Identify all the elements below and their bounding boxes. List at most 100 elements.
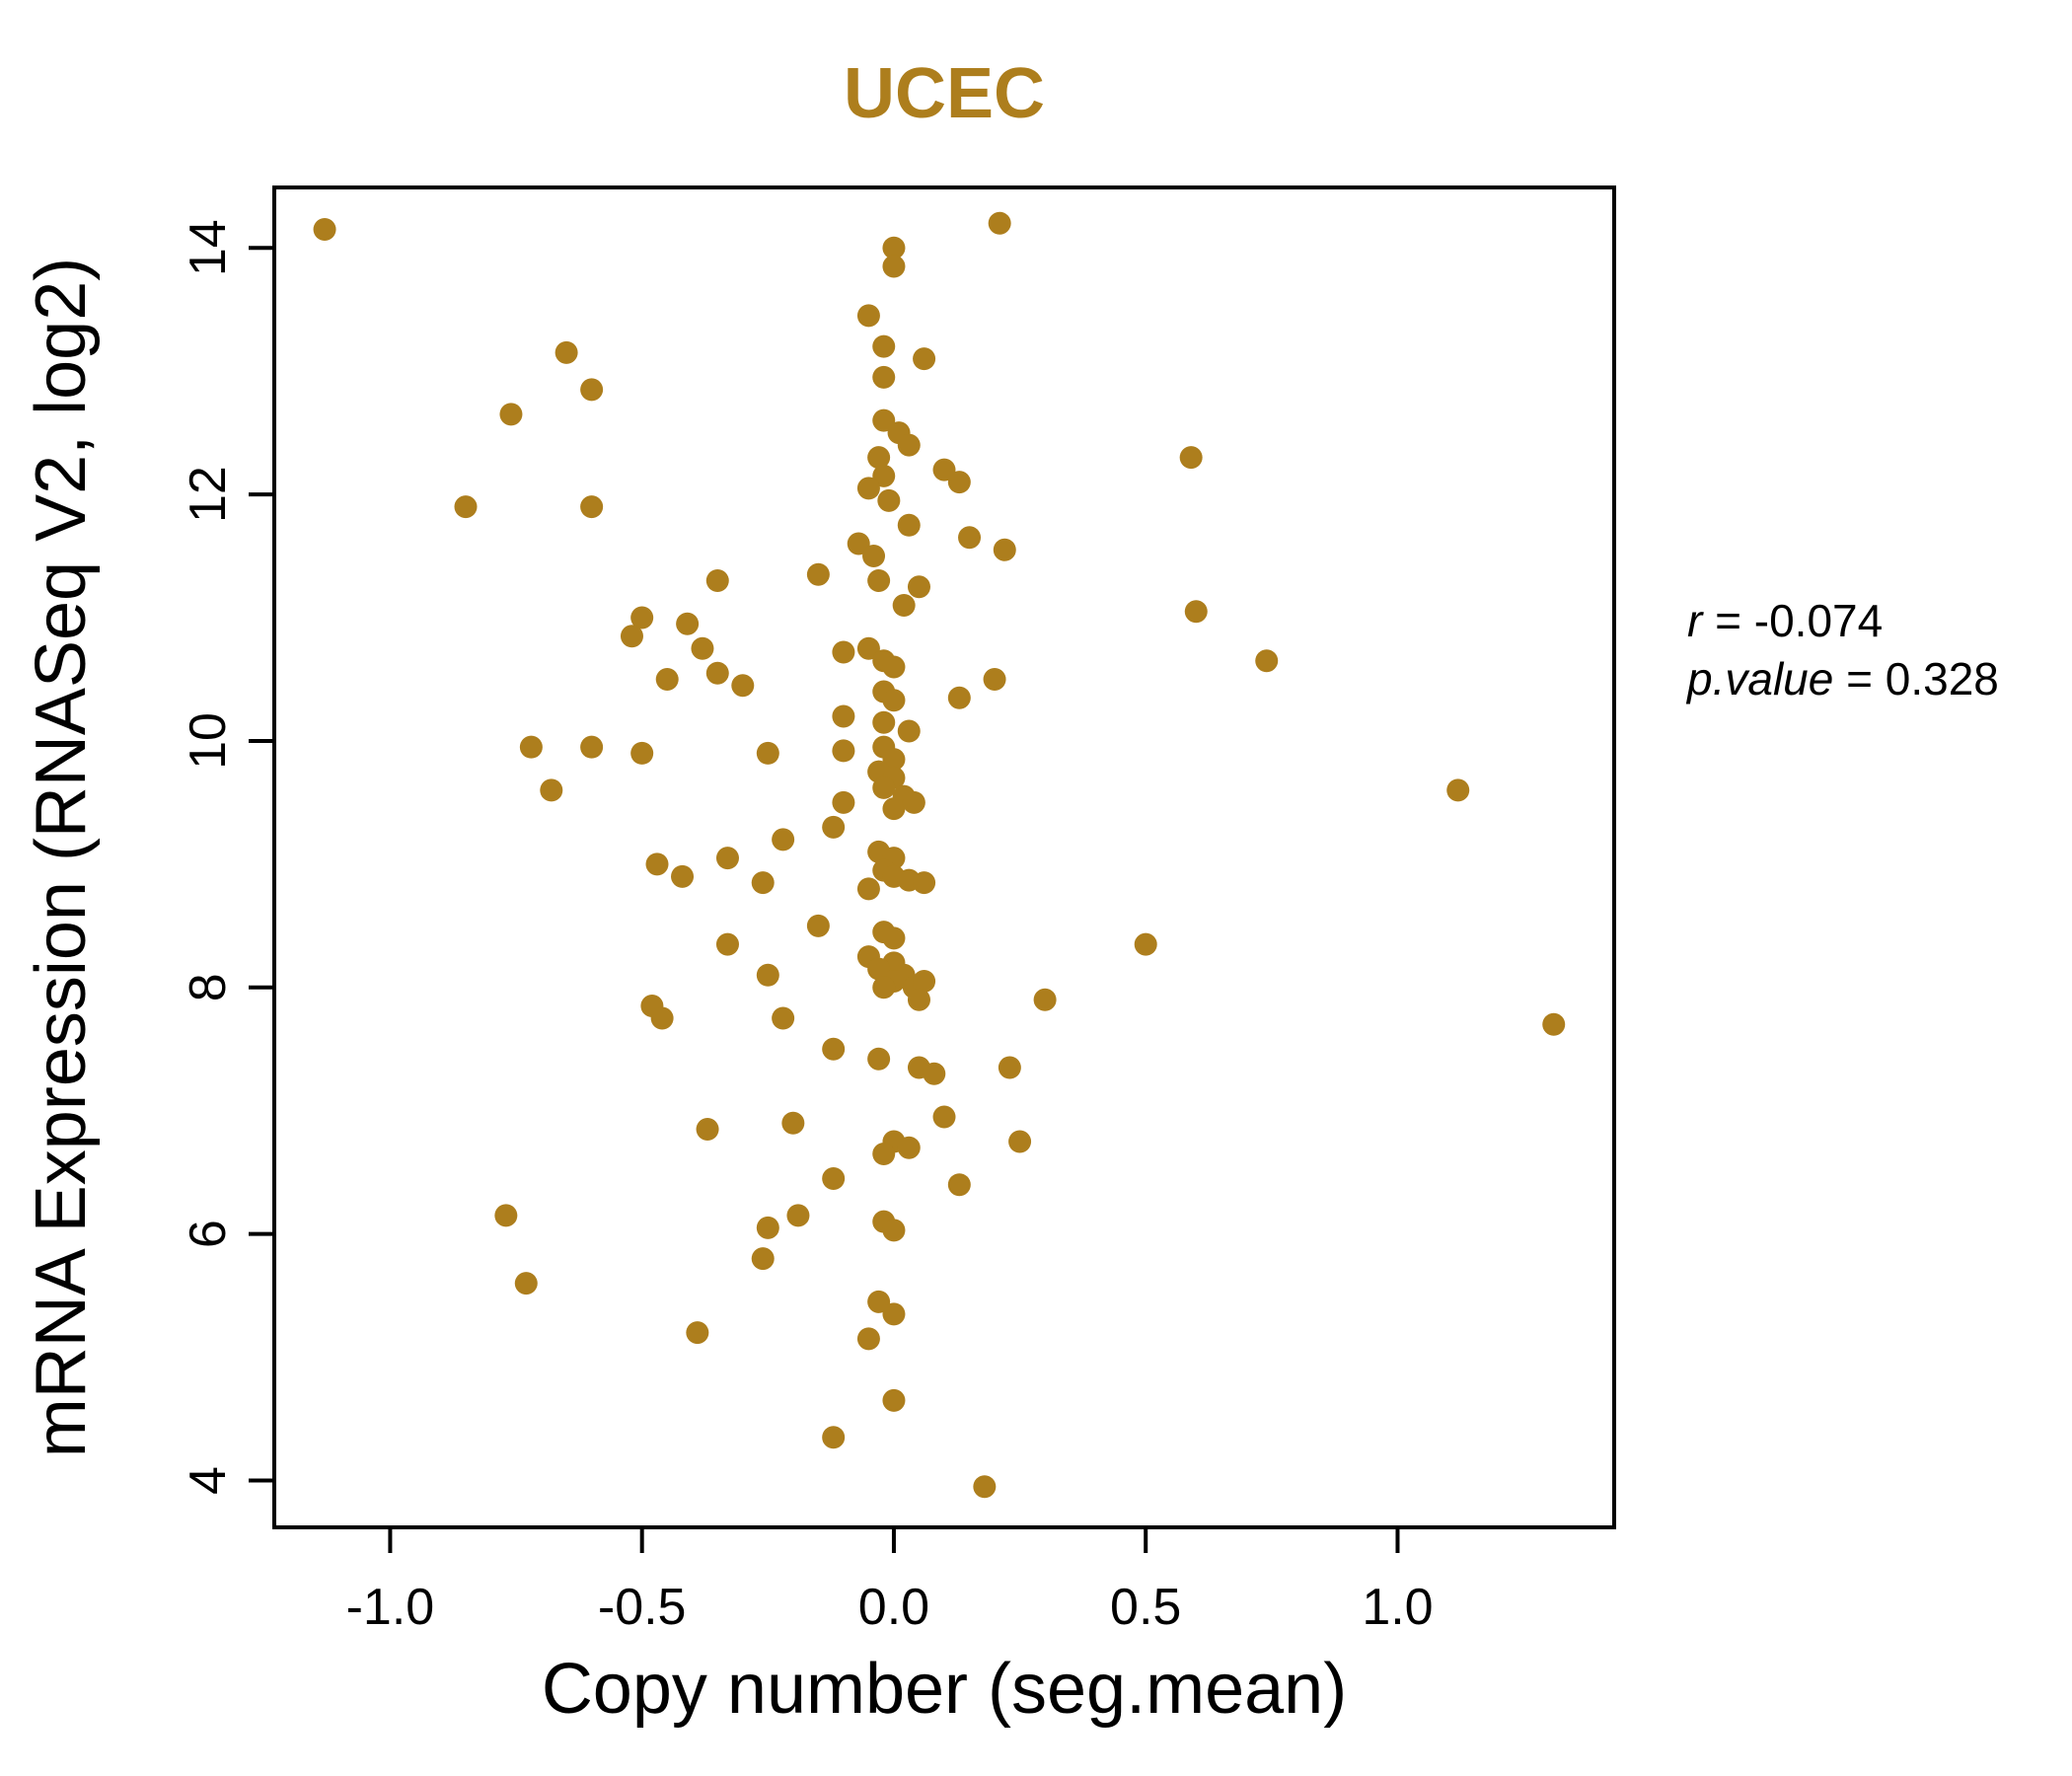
p-equals: =: [1833, 652, 1886, 704]
scatter-point: [913, 970, 936, 994]
r-symbol: r: [1687, 595, 1703, 646]
r-equals: =: [1702, 595, 1754, 646]
scatter-point: [514, 1272, 538, 1295]
y-tick-label: 10: [180, 712, 237, 770]
scatter-point: [897, 719, 921, 743]
scatter-point: [786, 1204, 810, 1227]
scatter-point: [806, 914, 830, 937]
scatter-point: [756, 1216, 779, 1239]
scatter-point: [691, 636, 714, 660]
plot-border: [272, 185, 1616, 1529]
scatter-point: [867, 446, 891, 470]
x-tick-label: 0.5: [1110, 1579, 1181, 1636]
scatter-point: [983, 667, 1006, 691]
x-tick-label: -0.5: [598, 1579, 687, 1636]
scatter-point: [872, 976, 896, 999]
scatter-point: [988, 211, 1011, 235]
scatter-point: [913, 871, 936, 895]
scatter-point: [630, 606, 654, 629]
scatter-point: [902, 790, 925, 814]
scatter-point: [630, 741, 654, 765]
scatter-point: [454, 495, 478, 519]
scatter-point: [882, 1388, 906, 1412]
y-tick-label: 6: [180, 1220, 237, 1248]
scatter-point: [756, 741, 779, 765]
scatter-point: [947, 1173, 971, 1197]
scatter-point: [872, 1142, 896, 1165]
scatter-point: [897, 433, 921, 457]
scatter-point: [872, 776, 896, 799]
scatter-point: [1255, 649, 1279, 673]
scatter-point: [947, 686, 971, 709]
scatter-point: [620, 625, 643, 648]
scatter-point: [856, 877, 880, 901]
p-value: 0.328: [1885, 652, 1999, 704]
x-tick-label: 0.0: [858, 1579, 929, 1636]
scatter-point: [751, 871, 775, 895]
scatter-point: [705, 569, 729, 593]
scatter-point: [913, 347, 936, 371]
scatter-point: [555, 340, 578, 364]
scatter-point: [1134, 932, 1157, 956]
scatter-point: [494, 1204, 518, 1227]
scatter-point: [772, 1006, 795, 1030]
scatter-point: [877, 488, 901, 512]
scatter-point: [882, 255, 906, 278]
scatter-point: [932, 458, 956, 481]
scatter-point: [862, 545, 886, 568]
scatter-point: [872, 365, 896, 389]
scatter-point: [856, 1327, 880, 1351]
chart-title: UCEC: [843, 54, 1046, 133]
scatter-point: [882, 1302, 906, 1326]
scatter-point: [645, 852, 669, 876]
p-symbol: p.value: [1687, 652, 1834, 704]
scatter-point: [676, 612, 700, 635]
scatter-point: [882, 926, 906, 950]
scatter-point: [519, 735, 543, 759]
scatter-point: [867, 569, 891, 593]
scatter-point: [998, 1056, 1021, 1079]
scatter-point: [705, 661, 729, 685]
scatter-point: [973, 1475, 997, 1499]
scatter-point: [847, 532, 870, 555]
scatter-point: [856, 477, 880, 500]
scatter-point: [731, 674, 755, 698]
scatter-point: [580, 495, 604, 519]
scatter-point: [832, 640, 855, 664]
scatter-point: [856, 636, 880, 660]
scatter-point: [751, 1247, 775, 1271]
scatter-point: [932, 1105, 956, 1129]
scatter-point: [540, 778, 563, 802]
scatter-point: [650, 1006, 674, 1030]
y-tick-label: 8: [180, 973, 237, 1001]
scatter-point: [1008, 1130, 1032, 1153]
scatter-point: [872, 464, 896, 487]
scatter-point: [882, 748, 906, 772]
scatter-point: [1446, 778, 1470, 802]
scatter-point: [882, 1219, 906, 1242]
scatter-point: [822, 1426, 846, 1449]
scatter-point: [867, 1047, 891, 1071]
scatter-point: [897, 513, 921, 537]
scatter-point: [947, 471, 971, 494]
scatter-point: [580, 735, 604, 759]
y-tick-label: 4: [180, 1466, 237, 1495]
scatter-point: [882, 689, 906, 712]
scatter-point: [313, 217, 336, 241]
r-value-line: r = -0.074: [1687, 592, 1999, 650]
scatter-point: [822, 1166, 846, 1190]
scatter-point: [832, 739, 855, 763]
scatter-point: [832, 790, 855, 814]
x-tick-label: -1.0: [346, 1579, 435, 1636]
scatter-point: [907, 575, 930, 599]
scatter-point: [1184, 600, 1208, 624]
scatter-point: [867, 957, 891, 981]
y-tick-label: 12: [180, 466, 237, 523]
scatter-point: [781, 1111, 805, 1135]
scatter-point: [1542, 1012, 1566, 1036]
scatter-point: [1179, 446, 1203, 470]
scatter-point: [580, 378, 604, 402]
p-value-line: p.value = 0.328: [1687, 650, 1999, 708]
scatter-point: [872, 334, 896, 358]
